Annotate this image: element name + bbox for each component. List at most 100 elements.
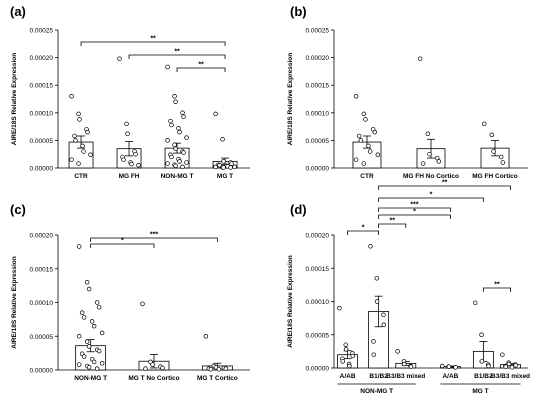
data-point	[366, 143, 371, 149]
data-point	[368, 244, 373, 249]
data-point	[213, 111, 218, 117]
y-tick-label: 0.00020	[306, 233, 330, 240]
data-point	[427, 151, 432, 157]
y-tick-label: 0.00015	[30, 83, 54, 90]
data-point	[76, 161, 81, 166]
y-tick-label: 0.00010	[30, 300, 54, 307]
data-point	[91, 359, 97, 365]
data-point	[453, 365, 458, 370]
data-point	[353, 93, 359, 99]
significance-label: **	[442, 180, 448, 187]
data-point	[425, 131, 431, 137]
data-point	[221, 165, 226, 170]
data-point	[420, 161, 426, 166]
data-point	[500, 160, 506, 165]
y-tick-label: 0.00010	[30, 110, 54, 117]
data-point	[81, 354, 87, 359]
data-point	[367, 149, 373, 154]
data-point	[353, 157, 359, 162]
data-point	[506, 361, 512, 367]
data-point	[176, 126, 181, 131]
data-point	[436, 159, 442, 164]
y-tick-label: 0.00020	[30, 55, 54, 62]
y-tick-label: 0.00010	[306, 299, 330, 306]
data-point	[203, 334, 209, 339]
x-tick-label: MG T Cortico	[197, 375, 238, 382]
data-point	[371, 339, 376, 344]
data-point	[180, 164, 185, 170]
data-point	[223, 366, 229, 371]
data-point	[172, 142, 177, 148]
data-point	[356, 133, 362, 139]
x-tick-label: B1/B2	[369, 373, 388, 380]
data-point	[489, 132, 495, 138]
significance-bracket	[378, 207, 451, 212]
data-point	[79, 310, 85, 315]
data-point	[208, 367, 214, 372]
data-point	[513, 363, 518, 368]
panel-label: (d)	[290, 202, 307, 217]
x-tick-label: NON-MG T	[74, 375, 107, 382]
significance-label: *	[430, 192, 433, 199]
data-point	[509, 365, 515, 370]
y-axis-label: AIRE/18S Relative Expression	[287, 255, 294, 348]
significance-label: *	[362, 225, 365, 232]
data-point	[177, 159, 182, 164]
panel-label: (c)	[10, 202, 26, 217]
data-point	[374, 299, 380, 304]
significance-label: **	[389, 218, 395, 225]
y-tick-label: 0.00000	[306, 366, 330, 373]
data-point	[76, 111, 81, 117]
data-point	[408, 364, 414, 369]
significance-label: **	[150, 36, 156, 43]
data-point	[91, 323, 97, 329]
significance-bracket	[90, 237, 218, 242]
x-tick-label: CTR	[360, 173, 374, 180]
data-point	[479, 359, 485, 364]
y-axis-label: AIRE/18S Relative Expression	[11, 53, 18, 146]
y-tick-label: 0.00005	[306, 332, 330, 339]
y-tick-label: 0.00025	[30, 28, 54, 35]
data-point	[371, 352, 377, 357]
panel-label: (a)	[10, 4, 26, 19]
data-point	[184, 135, 189, 140]
data-point	[129, 161, 134, 167]
data-point	[481, 121, 487, 127]
data-point	[84, 280, 90, 285]
data-point	[172, 93, 177, 99]
data-point	[124, 121, 129, 127]
data-point	[417, 56, 423, 61]
data-point	[347, 363, 352, 369]
data-point	[76, 334, 82, 339]
data-point	[81, 149, 86, 154]
significance-bracket	[378, 185, 511, 190]
data-point	[213, 164, 218, 170]
data-point	[361, 161, 367, 166]
data-point	[180, 110, 185, 116]
data-point	[381, 322, 387, 328]
significance-label: ***	[410, 202, 418, 209]
x-tick-label: B1/B2	[474, 373, 493, 380]
data-point	[221, 159, 226, 164]
x-tick-label: MG T	[217, 173, 233, 180]
data-point	[343, 347, 349, 352]
y-tick-label: 0.00005	[30, 334, 54, 341]
x-tick-label: MG FH Cortico	[472, 173, 518, 180]
y-tick-label: 0.00010	[306, 110, 330, 117]
data-point	[96, 348, 102, 354]
group-label: MG T	[472, 388, 488, 395]
panel-label: (b)	[290, 4, 307, 19]
y-tick-label: 0.00000	[30, 166, 54, 173]
y-tick-label: 0.00005	[306, 138, 330, 145]
significance-bracket	[90, 243, 155, 248]
significance-bracket	[128, 54, 226, 59]
y-tick-label: 0.00005	[30, 138, 54, 145]
data-point	[136, 162, 141, 168]
data-point	[181, 114, 186, 119]
data-point	[99, 330, 105, 336]
y-tick-label: 0.00020	[30, 233, 54, 240]
y-tick-label: 0.00025	[306, 28, 330, 35]
y-tick-label: 0.00020	[306, 55, 330, 62]
significance-bracket	[378, 214, 451, 219]
